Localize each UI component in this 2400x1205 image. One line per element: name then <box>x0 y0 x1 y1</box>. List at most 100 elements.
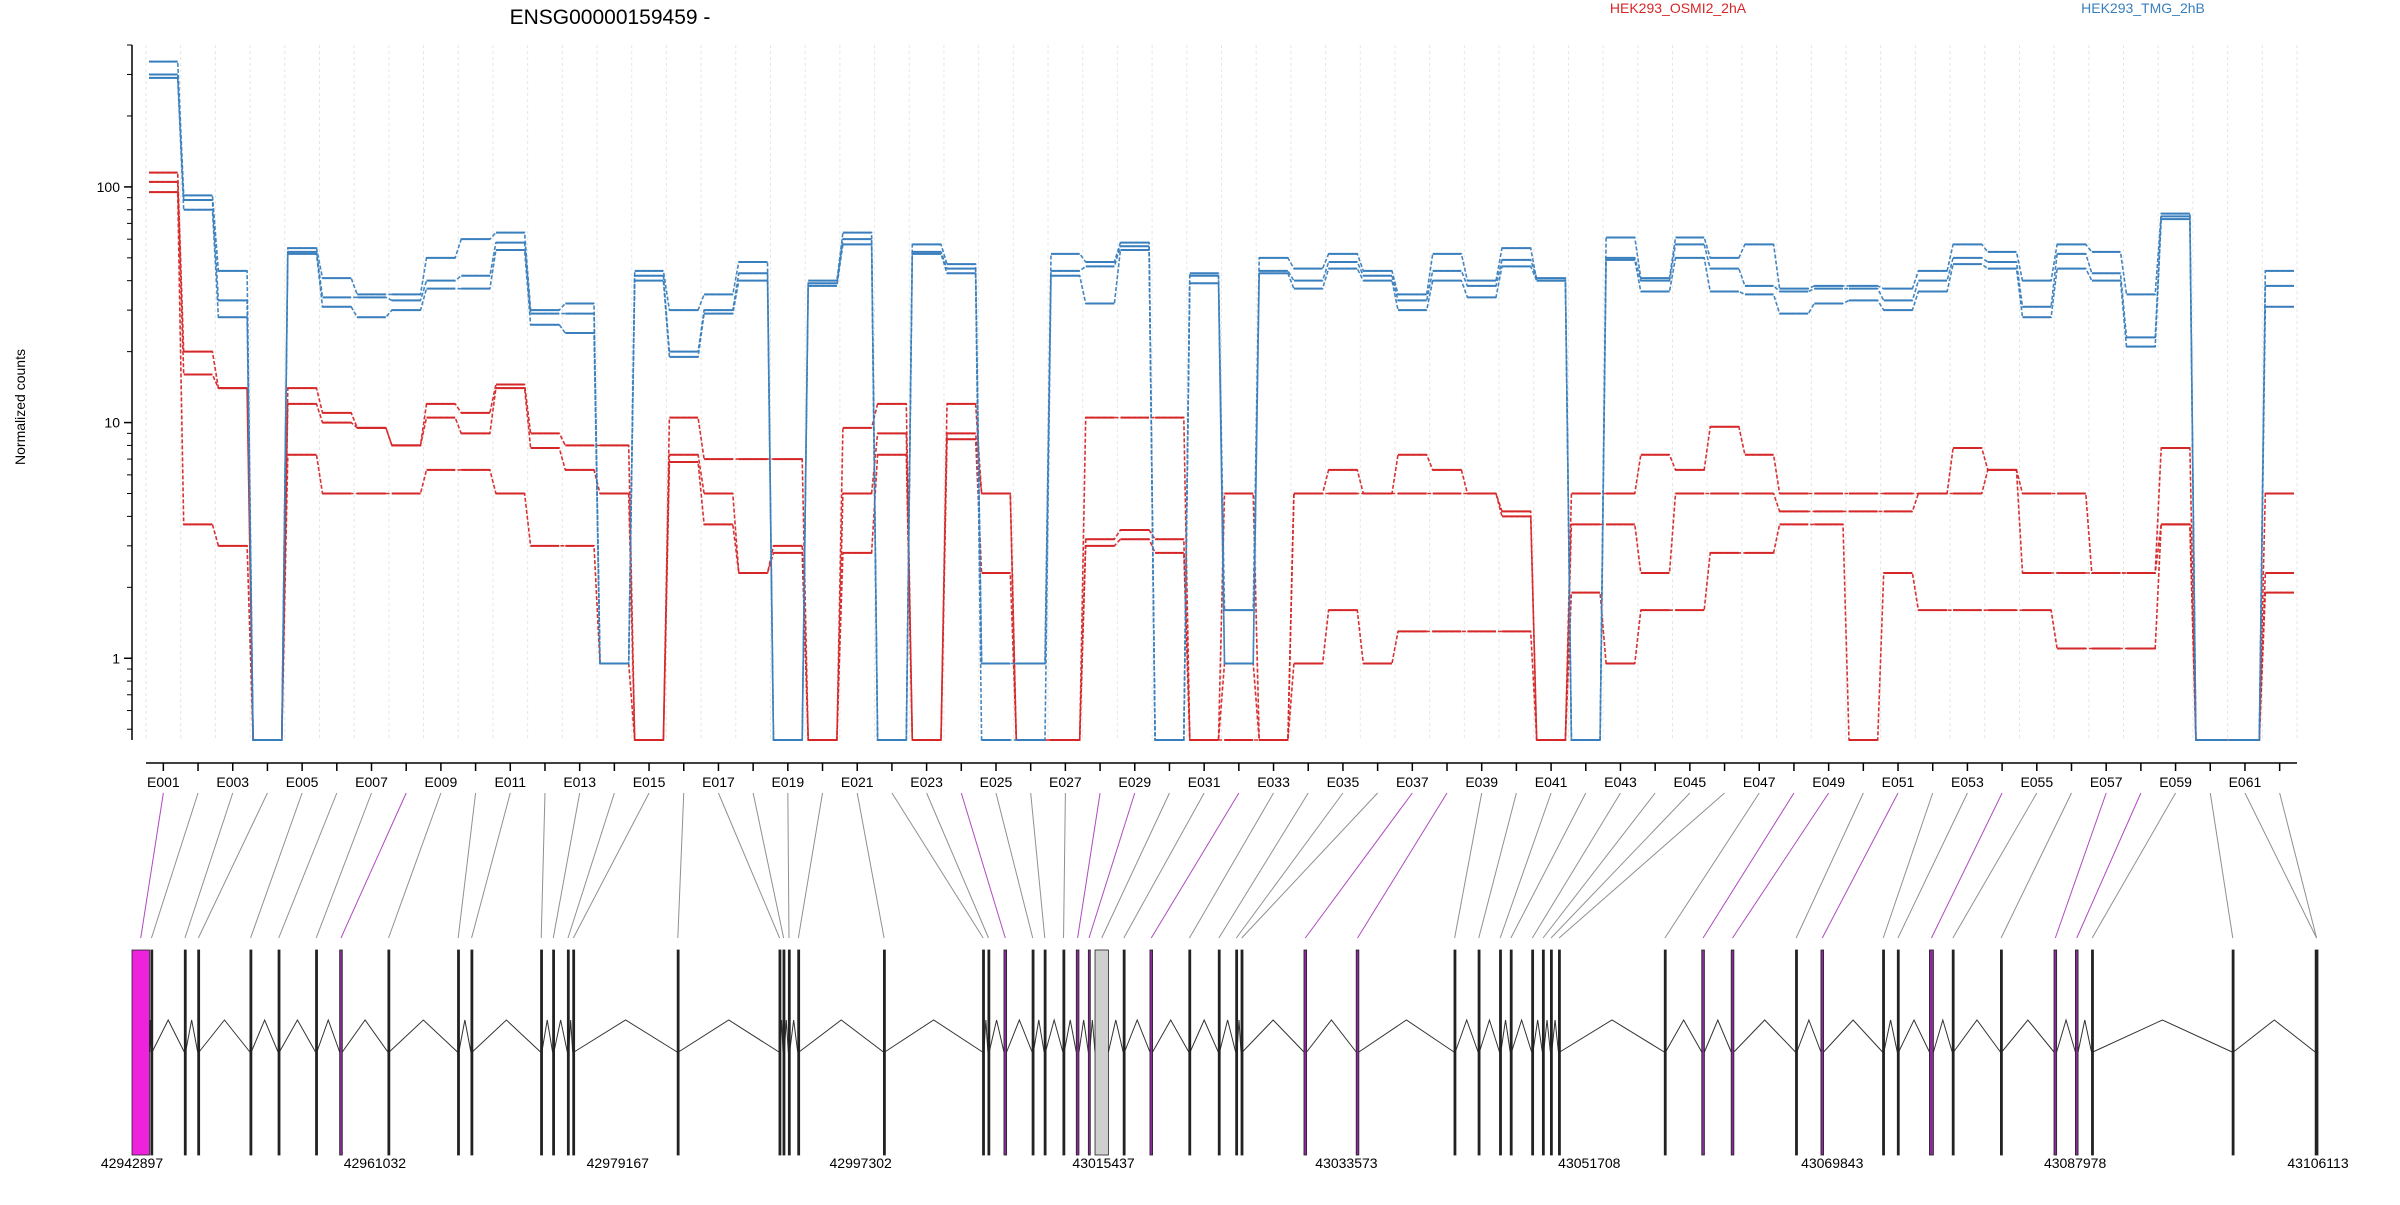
exon-connector <box>1702 792 1795 939</box>
exon-tick-label: E031 <box>1188 774 1221 790</box>
exon-connector <box>250 792 303 939</box>
exon-connector <box>1101 792 1170 939</box>
intron-line <box>1478 1018 1500 1053</box>
intron-line <box>1006 1018 1033 1053</box>
exon-connector <box>2091 792 2177 939</box>
exon-block <box>1003 949 1008 1156</box>
genomic-tick-label: 42997302 <box>830 1155 893 1171</box>
intron-line <box>1932 1018 1953 1053</box>
intron-line <box>573 1019 678 1053</box>
exon-connector <box>572 792 650 939</box>
exon-connector <box>1235 792 1344 939</box>
legend-label-group-b: HEK293_TMG_2hB <box>2081 0 2205 16</box>
genomic-tick-label: 43069843 <box>1801 1155 1864 1171</box>
intron-line <box>341 1019 389 1053</box>
exon-connector <box>1454 792 1483 939</box>
exon-block <box>1509 949 1513 1156</box>
genomic-tick-label: 43106113 <box>2287 1155 2348 1171</box>
exon-connector <box>1550 792 1691 939</box>
intron-line <box>1551 1019 1559 1053</box>
exon-tick-label: E045 <box>1674 774 1707 790</box>
exon-connector <box>388 792 442 939</box>
exon-tick-label: E023 <box>910 774 943 790</box>
exon-connector <box>797 792 824 939</box>
exon-connector <box>2209 792 2234 939</box>
exon-tick-label: E007 <box>355 774 388 790</box>
genomic-tick-label: 43051708 <box>1558 1155 1621 1171</box>
intron-line <box>458 1019 472 1053</box>
exon-block <box>387 949 391 1156</box>
exon-connector <box>2000 792 2072 939</box>
y-tick-label: 100 <box>97 179 121 195</box>
exon-tick-label: E017 <box>702 774 735 790</box>
exon-block <box>2231 949 2235 1156</box>
exon-connector <box>1558 792 1725 939</box>
intron-line <box>471 1019 541 1053</box>
exon-connector <box>278 792 338 939</box>
exon-block <box>2075 949 2079 1156</box>
exon-block <box>249 949 253 1156</box>
exon-tick-label: E035 <box>1327 774 1360 790</box>
exon-connector <box>2279 792 2318 939</box>
legend-label-group-a: HEK293_OSMI2_2hA <box>1610 0 1747 16</box>
exon-axis: E001 E003 E005 E007 E009 E011 E013 E015 E017 E019… <box>146 762 2297 790</box>
exon-connector <box>197 792 268 939</box>
intron-line <box>2077 1019 2092 1053</box>
exon-tick-label: E015 <box>633 774 666 790</box>
exon-connector <box>2054 792 2107 939</box>
exon-block <box>676 949 680 1156</box>
exon-connector <box>787 792 790 939</box>
exon-connector-lines <box>140 792 2318 939</box>
exon-block <box>1477 949 1481 1156</box>
exon-tick-label: E025 <box>980 774 1013 790</box>
exon-tick-label: E041 <box>1535 774 1568 790</box>
exon-connector <box>315 792 372 939</box>
exon-block <box>1896 949 1900 1156</box>
exon-block <box>1663 949 1667 1156</box>
exon-connector <box>1882 792 1934 939</box>
exon-connector <box>2244 792 2318 939</box>
intron-line <box>988 1019 1005 1053</box>
exon-connector <box>567 792 615 939</box>
exon-block <box>1951 949 1955 1156</box>
intron-line <box>250 1018 279 1053</box>
exon-tick-label: E013 <box>563 774 596 790</box>
intron-line <box>1241 1019 1305 1053</box>
exon-tick-label: E051 <box>1882 774 1915 790</box>
exon-tick-label: E055 <box>2020 774 2053 790</box>
intron-line <box>1511 1018 1533 1053</box>
exon-tick-label: E027 <box>1049 774 1082 790</box>
exon-tick-label: E011 <box>494 774 526 790</box>
y-axis-label: Normalized counts <box>12 349 28 465</box>
intron-line <box>1823 1019 1883 1053</box>
exon-block <box>183 949 187 1156</box>
exon-connector <box>1241 792 1378 939</box>
exon-tick-label: E033 <box>1257 774 1290 790</box>
exon-block <box>1075 949 1080 1156</box>
exon-connector <box>1123 792 1205 939</box>
genomic-tick-label: 42979167 <box>587 1155 650 1171</box>
exon-tick-label: E053 <box>1951 774 1984 790</box>
exon-block <box>782 949 786 1156</box>
exon-connector <box>1510 792 1587 939</box>
exon-connector <box>1531 792 1621 939</box>
exon-block <box>1531 949 1535 1156</box>
intron-line <box>2233 1019 2316 1053</box>
genomic-tick-label: 43087978 <box>2044 1155 2107 1171</box>
exon-block <box>1730 949 1735 1156</box>
intron-line <box>1796 1018 1822 1053</box>
exon-connector <box>891 792 984 939</box>
exon-tick-label: E003 <box>216 774 249 790</box>
genomic-tick-label: 42961032 <box>344 1155 407 1171</box>
exon-connector <box>540 792 546 939</box>
exon-block <box>197 949 201 1156</box>
intron-line <box>1044 1018 1064 1053</box>
exon-block <box>2053 949 2058 1156</box>
exon-tick-label: E001 <box>147 774 180 790</box>
exon-connector <box>1478 792 1517 939</box>
exon-block <box>1094 949 1109 1156</box>
intron-line <box>789 1019 799 1053</box>
exon-block <box>339 949 343 1156</box>
